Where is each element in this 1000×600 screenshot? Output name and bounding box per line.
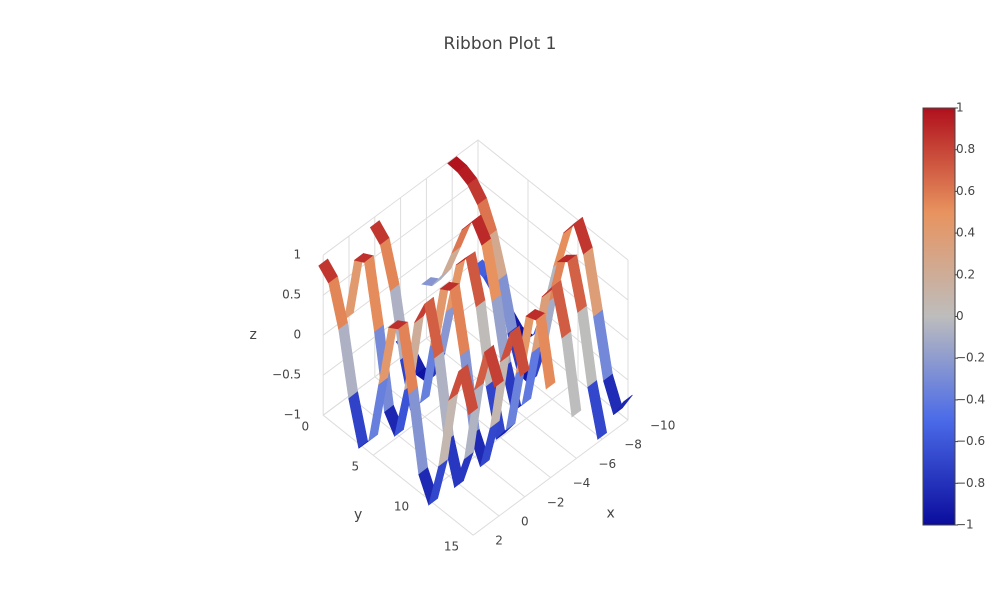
x-tick-label: −4 — [573, 476, 591, 490]
chart-title: Ribbon Plot 1 — [444, 34, 557, 54]
ribbon-segment — [587, 380, 608, 440]
colorbar-tick-label: −0.6 — [956, 434, 985, 448]
colorbar-scale — [922, 107, 956, 526]
y-tick-label: 10 — [394, 500, 409, 514]
ribbon-segment — [348, 391, 369, 449]
z-tick-label: 0.5 — [282, 288, 301, 302]
ribbon-segment — [551, 280, 572, 340]
z-tick-label: −0.5 — [272, 368, 301, 382]
colorbar-tick-label: 0.4 — [956, 226, 975, 240]
x-tick-label: −8 — [624, 438, 642, 452]
z-tick-label: −1 — [283, 408, 301, 422]
colorbar-tick-label: 0 — [956, 309, 964, 323]
ribbon-segment — [593, 309, 613, 382]
ribbon-segment — [451, 222, 472, 254]
ribbon-segment — [567, 254, 588, 314]
ribbon-segment — [561, 331, 582, 418]
y-tick-label: 5 — [352, 460, 360, 474]
y-tick-label: 15 — [444, 540, 459, 554]
colorbar-tick-label: −0.2 — [956, 351, 985, 365]
colorbar-tick-label: 0.2 — [956, 267, 975, 281]
x-axis-label: x — [606, 506, 614, 522]
ribbon-segment — [328, 276, 349, 331]
ribbon-segment — [573, 216, 593, 256]
ribbon-segment — [613, 394, 633, 415]
ribbon-segment — [379, 237, 400, 292]
y-axis-label: y — [354, 507, 362, 523]
grid-line — [322, 179, 629, 301]
grid-line — [322, 139, 629, 261]
ribbon-segment — [421, 277, 442, 287]
colorbar-tick-label: −0.8 — [956, 476, 985, 490]
colorbar: −1 −0.8 −0.6 −0.4 −0.2 0 0.2 0.4 0.6 0.8 1 — [922, 101, 985, 532]
x-tick-label: 0 — [521, 515, 529, 529]
x-tick-label: −2 — [547, 495, 565, 509]
ribbon-segment — [535, 312, 556, 390]
ribbon-segment — [484, 344, 504, 388]
x-tick-label: 2 — [495, 534, 503, 548]
ribbon-segment — [364, 255, 384, 333]
scene: −10 −8 −6 −4 −2 0 2 0 5 10 15 −1 −0.5 0 0.5 1 x y z — [250, 139, 675, 554]
ribbon-segment — [344, 252, 364, 321]
y-tick-label: 0 — [302, 420, 310, 434]
colorbar-tick-label: −0.4 — [956, 392, 985, 406]
z-tick-label: 1 — [294, 248, 302, 262]
colorbar-tick-label: −1 — [956, 518, 974, 532]
colorbar-tick-label: 0.6 — [956, 184, 975, 198]
ribbon-segment — [458, 364, 479, 416]
colorbar-tick-label: 0.8 — [956, 142, 975, 156]
ribbon-segment — [338, 322, 359, 400]
x-tick-label: −10 — [650, 419, 675, 433]
ribbon-segment — [408, 387, 429, 476]
z-axis-label: z — [250, 327, 257, 343]
z-tick-label: 0 — [294, 328, 302, 342]
colorbar-tick-label: 1 — [956, 101, 964, 115]
ribbon-segment — [509, 325, 530, 377]
x-tick-label: −6 — [598, 457, 616, 471]
